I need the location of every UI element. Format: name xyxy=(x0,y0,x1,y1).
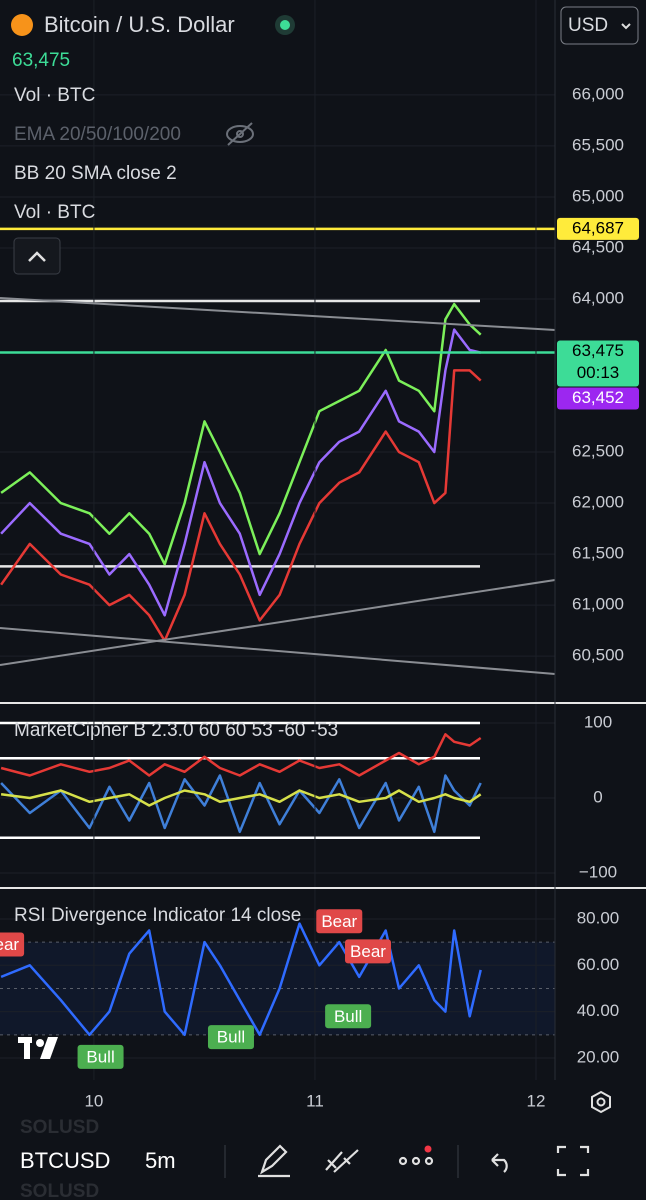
series-line xyxy=(0,302,482,566)
y-tick-label: −100 xyxy=(579,862,617,881)
x-tick-label: 10 xyxy=(84,1091,103,1110)
signal-badge xyxy=(345,939,392,964)
y-tick-label: 64,500 xyxy=(572,237,624,256)
y-tick-label: 65,500 xyxy=(572,135,624,154)
y-tick-label: 100 xyxy=(584,712,612,731)
price-tag-label: 63,475 xyxy=(572,341,624,360)
trend-line xyxy=(0,579,556,666)
dropdown-arrow xyxy=(621,23,631,30)
signal-label: Bear xyxy=(0,935,19,954)
price-tag xyxy=(557,217,639,240)
y-tick-label: 40.00 xyxy=(577,1001,620,1020)
notification-dot xyxy=(424,1145,432,1153)
trend-line xyxy=(0,627,556,675)
signal-label: Bull xyxy=(86,1047,114,1066)
x-tick-label: 11 xyxy=(306,1091,324,1110)
currency-label: USD xyxy=(568,15,608,36)
signal-badge xyxy=(207,1025,254,1050)
currency-select[interactable] xyxy=(560,6,639,45)
indicator-label[interactable]: EMA 20/50/100/200 xyxy=(14,124,181,145)
signal-label: Bull xyxy=(217,1028,245,1047)
pane-title: MarketCipher B 2.3.0 60 60 53 -60 -53 xyxy=(14,720,338,741)
price-tag-label: 63,452 xyxy=(572,388,624,407)
signal-badge xyxy=(0,932,25,957)
series-line xyxy=(0,922,482,1037)
series-line xyxy=(0,774,482,834)
y-tick-label: 66,000 xyxy=(572,84,624,103)
price-tag-label: 64,687 xyxy=(572,218,624,237)
chevron-up xyxy=(28,251,46,262)
y-tick-label: 62,000 xyxy=(572,493,624,512)
y-tick-label: 64,000 xyxy=(572,288,624,307)
y-tick-label: 62,500 xyxy=(572,442,624,461)
signal-badge xyxy=(325,1004,372,1029)
ghost-symbol: SOLUSD xyxy=(20,1181,99,1200)
last-price: 63,475 xyxy=(12,50,70,71)
y-tick-label: 60,500 xyxy=(572,646,624,665)
hide-icon[interactable] xyxy=(226,122,254,146)
price-tag-timer: 00:13 xyxy=(577,363,620,382)
coin-icon xyxy=(11,14,33,36)
y-tick-label: 65,000 xyxy=(572,186,624,205)
settings-icon[interactable] xyxy=(591,1090,611,1114)
series-line xyxy=(0,789,482,807)
status-dot xyxy=(280,20,290,30)
ghost-symbol: SOLUSD xyxy=(20,1117,99,1138)
series-line xyxy=(0,328,481,617)
signal-label: Bear xyxy=(350,942,386,961)
x-tick-label: 12 xyxy=(527,1091,546,1110)
signal-label: Bear xyxy=(321,912,357,931)
signal-label: Bull xyxy=(334,1007,362,1026)
toolbar-interval[interactable]: 5m xyxy=(145,1148,176,1173)
indicator-label[interactable]: Vol · BTC xyxy=(14,202,95,223)
price-tag xyxy=(557,340,639,387)
signal-badge xyxy=(77,1044,124,1069)
collapse-button[interactable] xyxy=(13,237,61,275)
price-tag xyxy=(557,387,639,410)
pane-title: RSI Divergence Indicator 14 close xyxy=(14,905,301,926)
y-tick-label: 61,500 xyxy=(572,544,624,563)
toolbar-symbol[interactable]: BTCUSD xyxy=(20,1148,110,1173)
y-tick-label: 80.00 xyxy=(577,908,620,927)
indicator-label[interactable]: Vol · BTC xyxy=(14,85,95,106)
y-tick-label: 0 xyxy=(593,787,602,806)
indicator-label[interactable]: BB 20 SMA close 2 xyxy=(14,163,177,184)
y-tick-label: 60.00 xyxy=(577,955,620,974)
series-line xyxy=(0,369,482,643)
symbol-title: Bitcoin / U.S. Dollar xyxy=(44,12,235,37)
panes: 60,500 61,000 61,500 62,000 62,500 64,000 64,5… xyxy=(0,0,639,1110)
logo xyxy=(18,1037,58,1059)
series-line xyxy=(0,733,482,777)
y-tick-label: 20.00 xyxy=(577,1047,620,1066)
toolbar-icons[interactable] xyxy=(258,1144,590,1178)
y-tick-label: 61,000 xyxy=(572,595,624,614)
signal-badge xyxy=(316,909,363,934)
trend-line xyxy=(0,297,556,331)
